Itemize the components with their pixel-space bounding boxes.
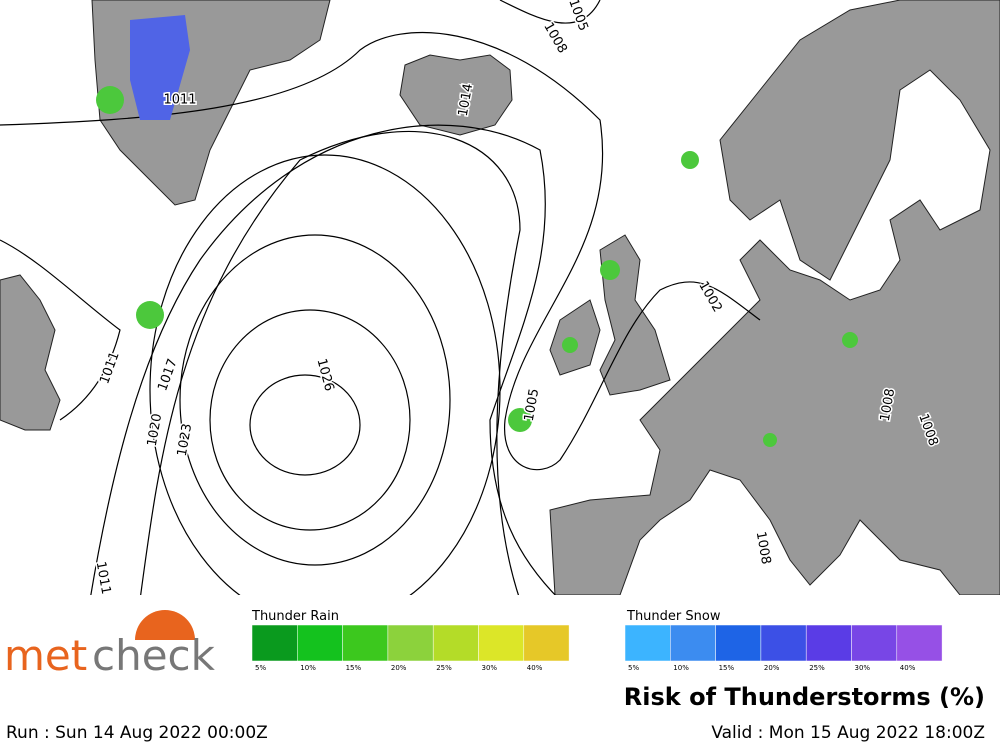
legend-swatch	[805, 624, 852, 662]
legend-swatch	[670, 624, 716, 662]
legend-label: 5%	[628, 664, 639, 672]
legend-swatch	[624, 624, 671, 662]
legend-label: 25%	[436, 664, 452, 672]
legend-label: 10%	[673, 664, 689, 672]
legend-label: 20%	[764, 664, 780, 672]
legend-swatch	[523, 624, 570, 662]
snow-title: Thunder Snow	[626, 609, 721, 624]
legend-label: 40%	[527, 664, 543, 672]
isobar-label: 1011	[163, 93, 196, 108]
legend-swatch	[760, 624, 807, 662]
legend-swatch	[251, 624, 298, 662]
legend-swatch	[896, 624, 943, 662]
rain-title: Thunder Rain	[251, 609, 339, 624]
legend-swatch	[342, 624, 389, 662]
legend-label: 40%	[900, 664, 916, 672]
legend-swatch	[387, 624, 434, 662]
run-time: Run : Sun 14 Aug 2022 00:00Z	[6, 723, 268, 743]
logo-met: met	[4, 631, 87, 680]
legend-swatch	[851, 624, 898, 662]
legend-label: 30%	[482, 664, 498, 672]
isobar-label: 1020	[145, 412, 166, 447]
legend-label: 20%	[391, 664, 407, 672]
map	[0, 0, 1000, 626]
legend-label: 10%	[300, 664, 316, 672]
logo-check: check	[92, 631, 216, 680]
isobar-label: 1005	[522, 387, 543, 422]
isobar-label: 1008	[753, 530, 774, 565]
legend-swatch	[715, 624, 762, 662]
legend-label: 5%	[255, 664, 266, 672]
legend-label: 15%	[719, 664, 735, 672]
isobar-label: 1014	[456, 82, 477, 117]
legend-label: 30%	[855, 664, 871, 672]
legend-label: 25%	[809, 664, 825, 672]
legend-swatch	[432, 624, 479, 662]
logo: met check	[4, 610, 216, 680]
isobar-label: 1011	[93, 560, 114, 595]
isobar-label: 1008	[878, 387, 899, 422]
legend-swatch	[478, 624, 525, 662]
valid-time: Valid : Mon 15 Aug 2022 18:00Z	[711, 723, 985, 743]
legend-swatch	[297, 624, 343, 662]
isobar-label: 1023	[175, 422, 196, 457]
title: Risk of Thunderstorms (%)	[624, 683, 985, 711]
legend-label: 15%	[346, 664, 362, 672]
